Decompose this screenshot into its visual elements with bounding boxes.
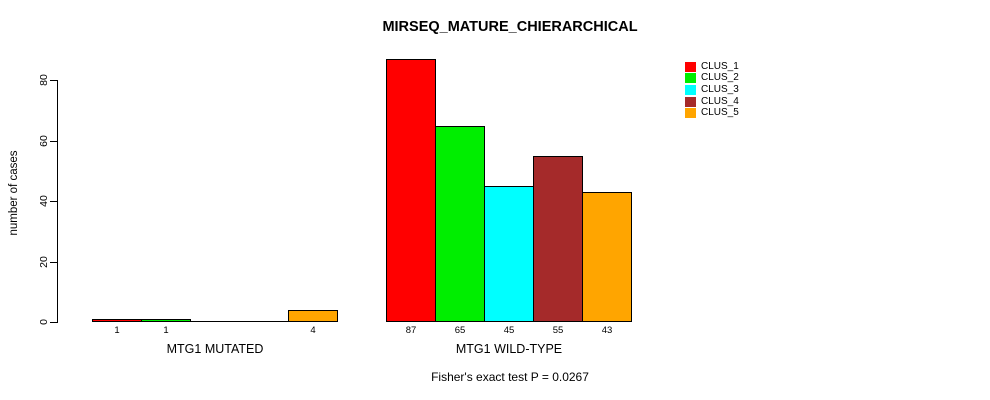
bar-value-clus_2-mutated: 1 <box>163 325 169 336</box>
y-tick-mark <box>50 80 57 81</box>
legend: CLUS_1 CLUS_2 CLUS_3 CLUS_4 CLUS_5 <box>685 61 739 119</box>
legend-swatch-icon <box>685 96 696 107</box>
bar-clus_2-wildtype <box>435 126 485 322</box>
legend-item-clus_2: CLUS_2 <box>685 73 739 85</box>
y-tick-mark <box>50 141 57 142</box>
y-tick-label: 40 <box>38 195 50 207</box>
bar-clus_3-mutated <box>190 321 240 322</box>
legend-item-clus_4: CLUS_4 <box>685 96 739 108</box>
bar-value-clus_2-wildtype: 65 <box>454 325 466 336</box>
legend-label: CLUS_3 <box>701 83 739 95</box>
bar-clus_1-wildtype <box>386 59 436 322</box>
legend-item-clus_5: CLUS_5 <box>685 107 739 119</box>
y-tick-mark <box>50 262 57 263</box>
bar-clus_2-mutated <box>141 319 191 322</box>
legend-swatch-icon <box>685 73 696 84</box>
legend-item-clus_3: CLUS_3 <box>685 84 739 96</box>
bar-value-clus_5-wildtype: 43 <box>601 325 613 336</box>
legend-label: CLUS_1 <box>701 60 739 72</box>
legend-swatch-icon <box>685 61 696 72</box>
bar-value-clus_3-wildtype: 45 <box>503 325 515 336</box>
bar-value-clus_4-wildtype: 55 <box>552 325 564 336</box>
bar-clus_4-wildtype <box>533 156 583 322</box>
legend-label: CLUS_4 <box>701 95 739 107</box>
y-tick-mark <box>50 201 57 202</box>
legend-label: CLUS_2 <box>701 72 739 84</box>
bar-clus_1-mutated <box>92 319 142 322</box>
group-label-wildtype: MTG1 WILD-TYPE <box>455 342 563 356</box>
bar-clus_5-wildtype <box>582 192 632 322</box>
bar-clus_5-mutated <box>288 310 338 322</box>
y-tick-label: 20 <box>38 256 50 268</box>
bar-value-clus_5-mutated: 4 <box>310 325 316 336</box>
chart-title: MIRSEQ_MATURE_CHIERARCHICAL <box>382 19 638 35</box>
y-tick-label: 80 <box>38 74 50 86</box>
bar-clus_3-wildtype <box>484 186 534 322</box>
legend-label: CLUS_5 <box>701 107 739 119</box>
y-tick-label: 60 <box>38 135 50 147</box>
bar-value-clus_1-wildtype: 87 <box>405 325 417 336</box>
y-axis-label: number of cases <box>8 150 20 236</box>
bar-value-clus_1-mutated: 1 <box>114 325 120 336</box>
stat-annotation: Fisher's exact test P = 0.0267 <box>431 370 589 384</box>
legend-item-clus_1: CLUS_1 <box>685 61 739 73</box>
legend-swatch-icon <box>685 108 696 119</box>
y-tick-mark <box>50 322 57 323</box>
y-tick-label: 0 <box>38 319 50 325</box>
group-label-mutated: MTG1 MUTATED <box>166 342 264 356</box>
legend-swatch-icon <box>685 84 696 95</box>
y-axis-line <box>57 80 58 323</box>
bar-clus_4-mutated <box>239 321 289 322</box>
